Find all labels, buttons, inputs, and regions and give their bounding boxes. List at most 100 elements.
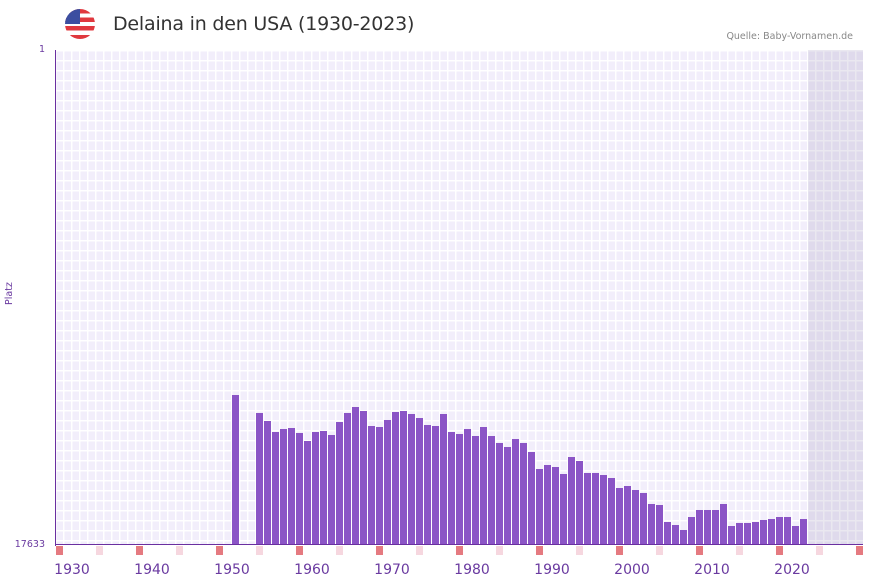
bar-1994[interactable]: [584, 473, 591, 545]
year-marker: [456, 546, 463, 555]
bar-1989[interactable]: [544, 465, 551, 545]
bar-2006[interactable]: [680, 530, 687, 545]
bar-2017[interactable]: [768, 519, 775, 545]
bar-1957[interactable]: [288, 428, 295, 545]
bar-1968[interactable]: [376, 427, 383, 545]
bar-1993[interactable]: [576, 461, 583, 545]
y-tick-bottom: 17633: [14, 539, 45, 550]
year-marker: [136, 546, 143, 555]
bar-2005[interactable]: [672, 525, 679, 545]
bar-1990[interactable]: [552, 467, 559, 545]
bar-1997[interactable]: [608, 478, 615, 545]
year-marker: [336, 546, 343, 555]
bar-1966[interactable]: [360, 411, 367, 545]
year-marker: [816, 546, 823, 555]
x-axis: [55, 544, 863, 545]
bar-1969[interactable]: [384, 420, 391, 545]
bar-1982[interactable]: [488, 436, 495, 545]
bar-2020[interactable]: [792, 526, 799, 545]
bar-2002[interactable]: [648, 504, 655, 545]
bar-1976[interactable]: [440, 414, 447, 545]
bar-1964[interactable]: [344, 413, 351, 545]
year-marker: [536, 546, 543, 555]
bar-1986[interactable]: [520, 443, 527, 545]
y-tick-top: 1: [38, 44, 45, 55]
bar-1973[interactable]: [416, 418, 423, 545]
x-tick-2020: 2020: [774, 562, 810, 578]
bar-1971[interactable]: [400, 411, 407, 545]
bar-1983[interactable]: [496, 443, 503, 545]
bar-1950[interactable]: [232, 395, 239, 545]
bar-2021[interactable]: [800, 519, 807, 545]
bar-1977[interactable]: [448, 432, 455, 545]
x-tick-1990: 1990: [534, 562, 570, 578]
bar-2016[interactable]: [760, 520, 767, 545]
bar-1988[interactable]: [536, 469, 543, 545]
x-tick-1980: 1980: [454, 562, 490, 578]
bar-1992[interactable]: [568, 457, 575, 545]
year-marker: [176, 546, 183, 555]
plot-area: [55, 50, 863, 545]
bar-1958[interactable]: [296, 433, 303, 545]
bar-1985[interactable]: [512, 439, 519, 545]
year-marker: [56, 546, 63, 555]
bar-2008[interactable]: [696, 510, 703, 545]
bar-1991[interactable]: [560, 474, 567, 545]
bar-1961[interactable]: [320, 431, 327, 545]
bar-2000[interactable]: [632, 490, 639, 545]
bar-1965[interactable]: [352, 407, 359, 545]
bar-1963[interactable]: [336, 422, 343, 545]
year-marker: [96, 546, 103, 555]
bar-1975[interactable]: [432, 426, 439, 545]
x-tick-1970: 1970: [374, 562, 410, 578]
bar-1959[interactable]: [304, 441, 311, 545]
y-axis: [55, 50, 56, 546]
x-tick-1940: 1940: [134, 562, 170, 578]
bar-2001[interactable]: [640, 493, 647, 545]
bar-1998[interactable]: [616, 488, 623, 545]
y-axis-label: Platz: [4, 282, 15, 305]
bar-1996[interactable]: [600, 475, 607, 545]
bar-2014[interactable]: [744, 523, 751, 545]
bar-1960[interactable]: [312, 432, 319, 545]
bar-1955[interactable]: [272, 432, 279, 545]
bar-2004[interactable]: [664, 522, 671, 545]
year-marker: [256, 546, 263, 555]
year-marker: [216, 546, 223, 555]
bar-1967[interactable]: [368, 426, 375, 545]
bar-2003[interactable]: [656, 505, 663, 545]
bar-1974[interactable]: [424, 425, 431, 545]
year-marker: [376, 546, 383, 555]
bar-1978[interactable]: [456, 434, 463, 545]
us-flag-icon: [65, 9, 95, 39]
bar-1979[interactable]: [464, 429, 471, 545]
bar-1984[interactable]: [504, 447, 511, 545]
bar-1954[interactable]: [264, 421, 271, 545]
bar-2013[interactable]: [736, 523, 743, 545]
year-marker: [616, 546, 623, 555]
year-marker: [576, 546, 583, 555]
x-tick-1950: 1950: [214, 562, 250, 578]
bar-1999[interactable]: [624, 486, 631, 545]
bar-2010[interactable]: [712, 510, 719, 545]
bar-1980[interactable]: [472, 436, 479, 545]
bar-2011[interactable]: [720, 504, 727, 545]
bar-2015[interactable]: [752, 522, 759, 545]
bar-1972[interactable]: [408, 414, 415, 545]
bar-2007[interactable]: [688, 517, 695, 545]
bar-2012[interactable]: [728, 526, 735, 545]
year-marker: [776, 546, 783, 555]
bar-1970[interactable]: [392, 412, 399, 545]
year-marker: [296, 546, 303, 555]
bar-1956[interactable]: [280, 429, 287, 545]
source-link[interactable]: Quelle: Baby-Vornamen.de: [726, 31, 853, 42]
bar-1962[interactable]: [328, 435, 335, 545]
bar-1953[interactable]: [256, 413, 263, 545]
bar-2018[interactable]: [776, 517, 783, 545]
bar-1995[interactable]: [592, 473, 599, 545]
bar-2019[interactable]: [784, 517, 791, 545]
bar-1981[interactable]: [480, 427, 487, 545]
bar-1987[interactable]: [528, 452, 535, 545]
x-tick-1930: 1930: [54, 562, 90, 578]
bar-2009[interactable]: [704, 510, 711, 545]
